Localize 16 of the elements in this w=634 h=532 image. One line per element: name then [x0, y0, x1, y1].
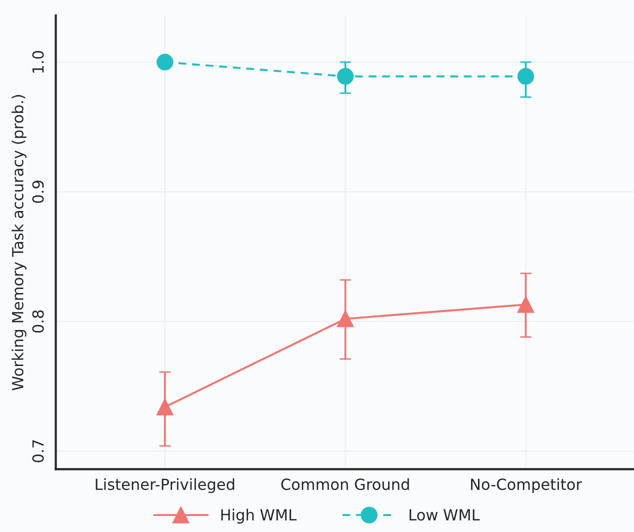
- y-tick-label: 0.9: [32, 180, 44, 203]
- point: [156, 398, 174, 416]
- y-tick-label: 1.0: [32, 50, 44, 73]
- point: [337, 310, 354, 328]
- point: [156, 54, 174, 70]
- x-tick-label: No-Competitor: [471, 478, 582, 494]
- x-tick-label: Listener-Privileged: [96, 478, 234, 494]
- y-tick-label: 0.7: [32, 440, 44, 462]
- legend-label: High WML: [221, 508, 297, 524]
- y-tick-label: 0.8: [32, 310, 44, 333]
- point: [337, 68, 354, 85]
- legend-label: Low WML: [410, 509, 480, 521]
- point: [517, 68, 534, 85]
- y-axis-title: Working Memory Task accuracy (prob.): [12, 95, 26, 390]
- x-tick-label: Common Ground: [281, 478, 409, 490]
- point: [517, 296, 534, 313]
